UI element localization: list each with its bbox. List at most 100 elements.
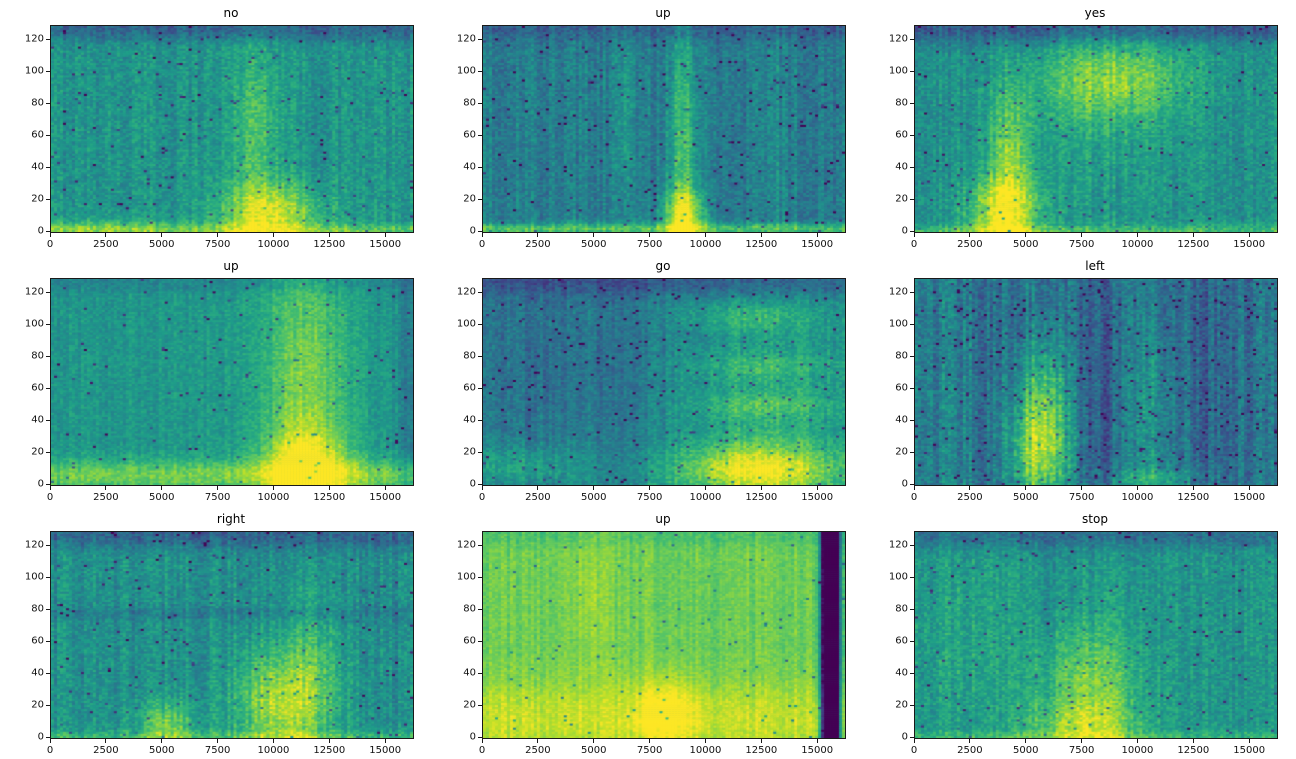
- x-tick-mark: [1248, 233, 1250, 237]
- subplot: go 0 20 40 60 80 100 120 0 2500 5000 7500 10000 12500…: [432, 253, 864, 506]
- x-tick-mark: [217, 739, 219, 743]
- subplot: up 0 20 40 60 80 100 120 0 2500 5000 7500 10000 12500…: [432, 506, 864, 759]
- y-tick-label: 20: [31, 446, 44, 458]
- y-tick-label: 100: [24, 65, 44, 77]
- y-tick-mark: [478, 672, 482, 674]
- x-tick-mark: [913, 233, 915, 237]
- x-tick-mark: [593, 486, 595, 490]
- x-tick-mark: [49, 233, 51, 237]
- y-tick-mark: [46, 451, 50, 453]
- spectrogram-canvas: [915, 279, 1277, 485]
- x-tick-label: 0: [478, 492, 486, 503]
- y-tick-label: 0: [901, 225, 908, 237]
- x-tick-label: 5000: [148, 239, 175, 250]
- x-tick-mark: [649, 233, 651, 237]
- x-tick-label: 15000: [1233, 239, 1266, 250]
- x-tick-label: 10000: [689, 492, 722, 503]
- x-tick-mark: [1081, 233, 1083, 237]
- plot-frame: [50, 25, 414, 233]
- y-tick-mark: [46, 672, 50, 674]
- y-tick-mark: [46, 704, 50, 706]
- y-tick-mark: [46, 576, 50, 578]
- x-tick-label: 10000: [1121, 492, 1154, 503]
- spectrogram-canvas: [483, 532, 845, 738]
- y-tick-mark: [46, 230, 50, 232]
- y-tick-mark: [46, 166, 50, 168]
- x-tick-mark: [384, 739, 386, 743]
- x-tick-label: 2500: [93, 745, 119, 756]
- y-tick-mark: [478, 640, 482, 642]
- y-tick-label: 120: [888, 539, 908, 551]
- x-tick-label: 12500: [313, 239, 346, 250]
- y-tick-label: 40: [31, 667, 44, 679]
- x-tick-mark: [537, 739, 539, 743]
- x-tick-label: 5000: [580, 492, 607, 503]
- y-tick-mark: [478, 355, 482, 357]
- x-tick-label: 0: [910, 492, 918, 503]
- x-tick-label: 15000: [801, 745, 834, 756]
- subplot-title: right: [216, 512, 246, 526]
- x-tick-mark: [105, 486, 107, 490]
- y-tick-mark: [46, 544, 50, 546]
- x-tick-mark: [1025, 486, 1027, 490]
- x-tick-label: 7500: [636, 492, 663, 503]
- x-tick-label: 0: [910, 239, 918, 250]
- x-tick-mark: [1192, 739, 1194, 743]
- subplot-title: up: [655, 6, 671, 20]
- x-tick-label: 2500: [957, 745, 983, 756]
- x-tick-label: 15000: [369, 492, 402, 503]
- y-tick-mark: [46, 736, 50, 738]
- x-tick-label: 15000: [369, 745, 402, 756]
- x-tick-mark: [272, 739, 274, 743]
- x-tick-label: 7500: [1068, 239, 1095, 250]
- x-tick-label: 2500: [525, 492, 551, 503]
- y-tick-mark: [478, 166, 482, 168]
- y-tick-label: 80: [31, 97, 44, 109]
- subplot: up 0 20 40 60 80 100 120 0 2500 5000 7500 10000 12500…: [432, 0, 864, 253]
- x-tick-label: 15000: [1233, 745, 1266, 756]
- x-tick-mark: [816, 233, 818, 237]
- x-tick-label: 10000: [257, 492, 290, 503]
- y-tick-label: 60: [463, 635, 476, 647]
- y-tick-mark: [478, 230, 482, 232]
- x-tick-label: 15000: [801, 492, 834, 503]
- x-tick-label: 7500: [204, 239, 231, 250]
- x-tick-mark: [105, 233, 107, 237]
- x-tick-label: 2500: [957, 239, 983, 250]
- x-tick-mark: [217, 486, 219, 490]
- y-tick-label: 60: [31, 129, 44, 141]
- y-tick-mark: [478, 291, 482, 293]
- x-tick-label: 12500: [1177, 745, 1210, 756]
- x-tick-mark: [969, 233, 971, 237]
- x-tick-label: 0: [910, 745, 918, 756]
- x-tick-mark: [161, 486, 163, 490]
- x-tick-mark: [384, 486, 386, 490]
- x-tick-mark: [816, 739, 818, 743]
- y-tick-mark: [910, 736, 914, 738]
- x-tick-mark: [816, 486, 818, 490]
- y-tick-label: 80: [895, 97, 908, 109]
- plot-frame: [482, 278, 846, 486]
- y-tick-mark: [46, 323, 50, 325]
- y-tick-label: 120: [456, 33, 476, 45]
- y-tick-mark: [910, 230, 914, 232]
- y-tick-mark: [46, 419, 50, 421]
- y-tick-mark: [910, 134, 914, 136]
- y-tick-mark: [46, 608, 50, 610]
- x-tick-label: 15000: [801, 239, 834, 250]
- y-tick-label: 60: [895, 129, 908, 141]
- x-tick-mark: [272, 233, 274, 237]
- x-tick-label: 7500: [1068, 745, 1095, 756]
- x-tick-label: 12500: [745, 745, 778, 756]
- x-tick-label: 5000: [148, 745, 175, 756]
- y-tick-label: 100: [888, 65, 908, 77]
- x-tick-label: 0: [46, 745, 54, 756]
- y-tick-label: 60: [895, 635, 908, 647]
- x-tick-label: 7500: [204, 745, 231, 756]
- x-tick-mark: [217, 233, 219, 237]
- x-tick-mark: [481, 486, 483, 490]
- y-tick-label: 120: [24, 539, 44, 551]
- x-tick-mark: [593, 233, 595, 237]
- y-tick-mark: [478, 576, 482, 578]
- x-tick-label: 5000: [1012, 745, 1039, 756]
